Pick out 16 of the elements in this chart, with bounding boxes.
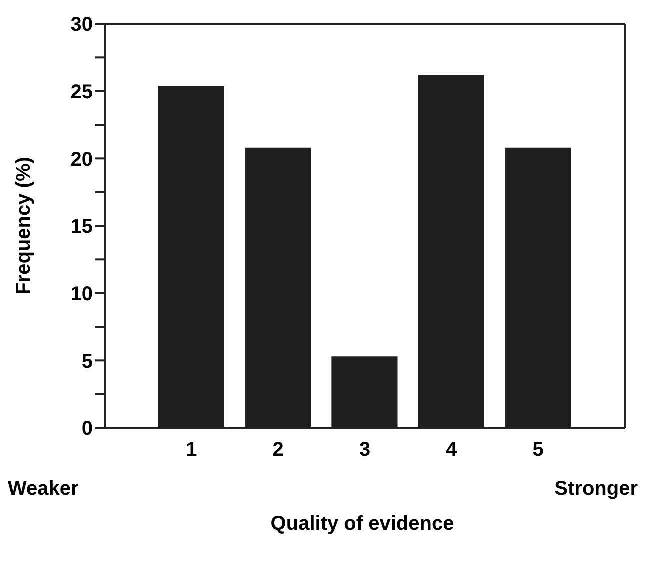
y-tick-label: 0: [82, 418, 93, 440]
y-tick-label: 30: [70, 14, 93, 36]
x-tick-label: 5: [532, 439, 544, 462]
x-tick-label: 1: [186, 439, 198, 462]
y-axis-title: Frequency (%): [13, 157, 36, 295]
text: Stronger: [554, 478, 638, 501]
x-tick-label: 4: [446, 439, 458, 462]
x-axis-title: Quality of evidence: [270, 513, 456, 536]
y-tick-label: 20: [70, 148, 93, 171]
x-tick-label: 2: [272, 439, 284, 462]
y-tick-label: 15: [70, 216, 93, 238]
text: Weaker: [8, 478, 79, 501]
y-tick-label: 25: [70, 81, 93, 104]
x-tick-label: 3: [359, 439, 371, 462]
y-tick-label: 10: [70, 283, 93, 306]
y-tick-label: 5: [82, 350, 93, 373]
